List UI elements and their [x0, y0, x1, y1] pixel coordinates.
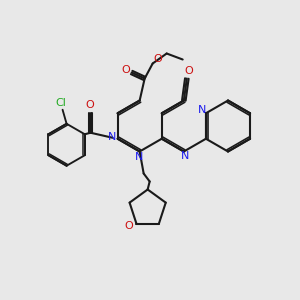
Text: O: O [153, 55, 162, 64]
Text: O: O [121, 65, 130, 76]
Text: N: N [181, 151, 189, 160]
Text: O: O [85, 100, 94, 110]
Text: O: O [124, 221, 133, 231]
Text: N: N [134, 152, 143, 161]
Text: O: O [184, 67, 193, 76]
Text: N: N [107, 132, 116, 142]
Text: Cl: Cl [55, 98, 66, 108]
Text: N: N [198, 105, 206, 115]
